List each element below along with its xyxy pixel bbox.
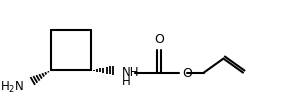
Text: NH: NH <box>122 66 139 79</box>
Text: H: H <box>122 75 131 88</box>
Text: O: O <box>154 33 164 46</box>
Text: H$_2$N: H$_2$N <box>0 80 24 95</box>
Text: O: O <box>182 67 192 80</box>
